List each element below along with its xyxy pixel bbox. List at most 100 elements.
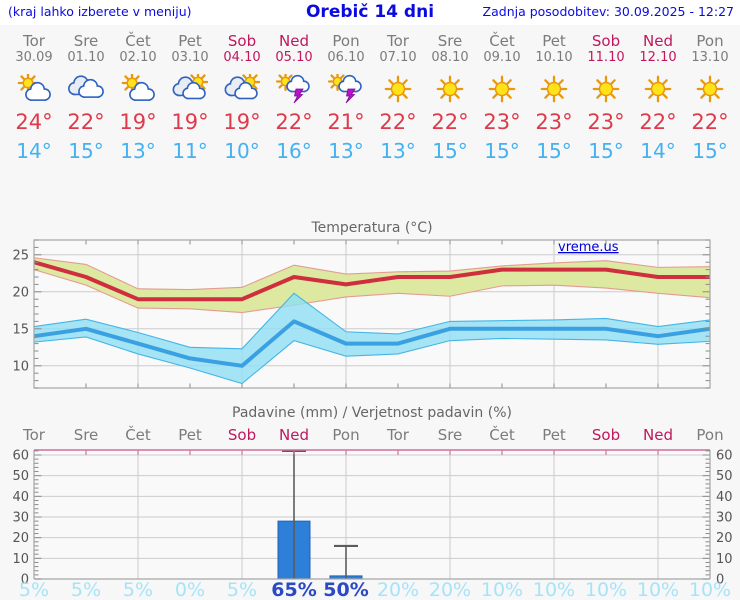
day-date: 06.10 — [327, 50, 365, 65]
day-column-pet-10.10[interactable]: Pet 10.10 23° 15° — [528, 26, 580, 176]
day-column-sre-01.10[interactable]: Sre 01.10 22° 15° — [60, 26, 112, 176]
day-column-ned-12.10[interactable]: Ned 12.10 22° 14° — [632, 26, 684, 176]
high-temperature: 22° — [67, 110, 105, 134]
low-temperature: 13° — [120, 139, 156, 163]
low-temperature: 14° — [640, 139, 676, 163]
high-temperature: 22° — [431, 110, 469, 134]
precip-day-label: Ned — [279, 426, 309, 444]
location-hint: (kraj lahko izberete v meniju) — [8, 4, 192, 19]
low-temperature: 14° — [16, 139, 52, 163]
day-column-sob-04.10[interactable]: Sob 04.10 19° 10° — [216, 26, 268, 176]
precip-y-axis-label-left: 30 — [12, 511, 29, 526]
precip-y-axis-label-left: 40 — [12, 490, 29, 505]
precip-y-axis-label-right: 40 — [716, 490, 733, 505]
precip-day-label: Sre — [438, 426, 463, 444]
low-temperature: 11° — [172, 139, 208, 163]
precip-day-label: Čet — [489, 425, 515, 444]
day-date: 08.10 — [431, 50, 469, 65]
precip-y-axis-label-right: 10 — [716, 552, 733, 567]
temp-y-axis-label: 15 — [12, 322, 29, 337]
day-column-čet-09.10[interactable]: Čet 09.10 23° 15° — [476, 26, 528, 176]
day-column-čet-02.10[interactable]: Čet 02.10 19° 13° — [112, 26, 164, 176]
day-date: 10.10 — [535, 50, 573, 65]
day-name: Pon — [696, 32, 724, 50]
day-date: 03.10 — [171, 50, 209, 65]
high-temperature: 24° — [15, 110, 53, 134]
page-title: Orebič 14 dni — [305, 2, 435, 22]
precip-y-axis-label-right: 0 — [716, 573, 724, 588]
forecast-days-row: Tor 30.09 24° 14° Sre 01.10 22° 15° Čet 02.10 19° 1… — [0, 26, 740, 186]
mostly-cloudy-icon — [172, 74, 208, 100]
day-column-tor-30.09[interactable]: Tor 30.09 24° 14° — [8, 26, 60, 176]
vreme-us-link[interactable]: vreme.us — [558, 240, 619, 255]
high-temperature: 19° — [171, 110, 209, 134]
precip-probability: 5% — [71, 579, 101, 600]
day-date: 12.10 — [639, 50, 677, 65]
high-temperature: 21° — [327, 110, 365, 134]
precipitation-chart: Padavine (mm) / Verjetnost padavin (%) To… — [12, 405, 733, 600]
day-date: 04.10 — [223, 50, 261, 65]
low-temperature: 13° — [380, 139, 416, 163]
day-date: 11.10 — [587, 50, 625, 65]
precip-day-label: Sob — [228, 426, 256, 444]
precip-probability: 10% — [637, 579, 679, 600]
precip-day-label: Ned — [643, 426, 673, 444]
precip-probability: 5% — [227, 579, 257, 600]
day-name: Pet — [542, 32, 566, 50]
day-column-ned-05.10[interactable]: Ned 05.10 22° 16° — [268, 26, 320, 176]
thunderstorm-icon — [276, 74, 310, 104]
precip-y-axis-label-left: 20 — [12, 531, 29, 546]
precip-day-label: Sre — [74, 426, 99, 444]
temperature-chart-title: Temperatura (°C) — [310, 220, 432, 236]
precip-day-label: Sob — [592, 426, 620, 444]
precip-chart-title: Padavine (mm) / Verjetnost padavin (%) — [232, 405, 512, 421]
temp-y-axis-label: 10 — [12, 359, 29, 374]
low-temperature: 13° — [328, 139, 364, 163]
day-date: 09.10 — [483, 50, 521, 65]
partly-cloudy-icon — [17, 74, 51, 101]
day-column-pet-03.10[interactable]: Pet 03.10 19° 11° — [164, 26, 216, 176]
precip-probability: 10% — [689, 579, 731, 600]
precip-probability: 5% — [19, 579, 49, 600]
precip-probability: 50% — [323, 579, 368, 600]
temperature-chart: 10 15 20 25 Temperatura (°C) vreme.us — [12, 220, 711, 389]
precip-day-label: Pon — [332, 426, 359, 444]
precip-probability: 20% — [429, 579, 471, 600]
page-header: (kraj lahko izberete v meniju) Orebič 14… — [0, 0, 740, 25]
day-name: Tor — [23, 32, 45, 50]
high-temperature: 22° — [691, 110, 729, 134]
day-name: Tor — [387, 32, 409, 50]
low-temperature: 15° — [536, 139, 572, 163]
day-column-sre-08.10[interactable]: Sre 08.10 22° 15° — [424, 26, 476, 176]
low-temperature: 15° — [692, 139, 728, 163]
day-name: Čet — [125, 32, 151, 50]
day-date: 01.10 — [67, 50, 105, 65]
day-column-tor-07.10[interactable]: Tor 07.10 22° 13° — [372, 26, 424, 176]
temp-y-axis-label: 25 — [12, 248, 29, 263]
day-date: 07.10 — [379, 50, 417, 65]
temp-y-axis-label: 20 — [12, 285, 29, 300]
last-updated: Zadnja posodobitev: 30.09.2025 - 12:27 — [482, 4, 734, 19]
day-name: Pon — [332, 32, 360, 50]
cloudy-icon — [68, 75, 104, 98]
precip-day-label: Tor — [386, 426, 410, 444]
thunderstorm-icon — [328, 74, 362, 104]
day-column-sob-11.10[interactable]: Sob 11.10 23° 15° — [580, 26, 632, 176]
day-column-pon-06.10[interactable]: Pon 06.10 21° 13° — [320, 26, 372, 176]
sunny-icon — [696, 75, 724, 103]
high-temperature: 22° — [379, 110, 417, 134]
precip-day-label: Čet — [125, 425, 151, 444]
sunny-icon — [644, 75, 672, 103]
day-name: Sre — [437, 32, 463, 50]
precip-day-label: Pon — [696, 426, 723, 444]
precip-y-axis-label-right: 50 — [716, 469, 733, 484]
low-temperature: 15° — [588, 139, 624, 163]
sunny-icon — [592, 75, 620, 103]
day-column-pon-13.10[interactable]: Pon 13.10 22° 15° — [684, 26, 736, 176]
day-date: 30.09 — [15, 50, 53, 65]
day-name: Ned — [279, 32, 309, 50]
low-temperature: 15° — [432, 139, 468, 163]
precip-y-axis-label-left: 0 — [21, 573, 29, 588]
precip-y-axis-label-right: 30 — [716, 511, 733, 526]
day-date: 05.10 — [275, 50, 313, 65]
